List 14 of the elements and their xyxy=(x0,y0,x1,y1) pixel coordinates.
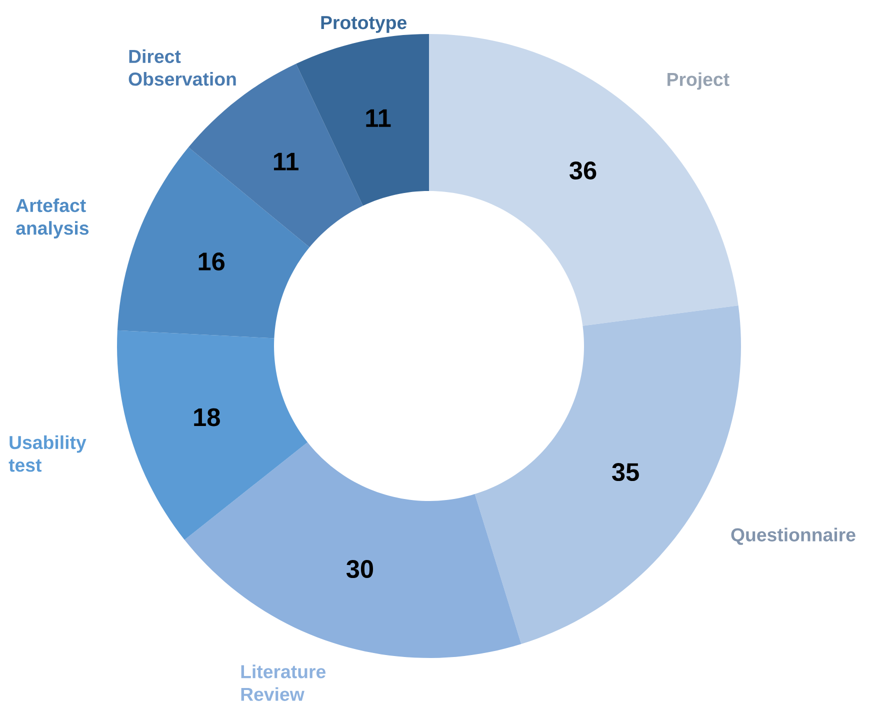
slice-label: Questionnaire xyxy=(731,528,856,545)
data-label: 36 xyxy=(570,162,596,180)
slice-label: Artefact analysis xyxy=(16,198,89,238)
slice-label: Prototype xyxy=(321,16,406,33)
slice-label: Usability test xyxy=(8,435,86,472)
data-label: 35 xyxy=(612,463,639,482)
data-label: 30 xyxy=(346,560,374,578)
data-label: 16 xyxy=(198,252,224,270)
slice-label: Direct Observation xyxy=(128,49,236,86)
data-label: 18 xyxy=(194,408,220,426)
slice-label: Literature Review xyxy=(241,664,326,701)
data-label: 11 xyxy=(274,152,298,170)
data-label: 11 xyxy=(366,109,391,127)
slice-label: Project xyxy=(668,72,730,90)
